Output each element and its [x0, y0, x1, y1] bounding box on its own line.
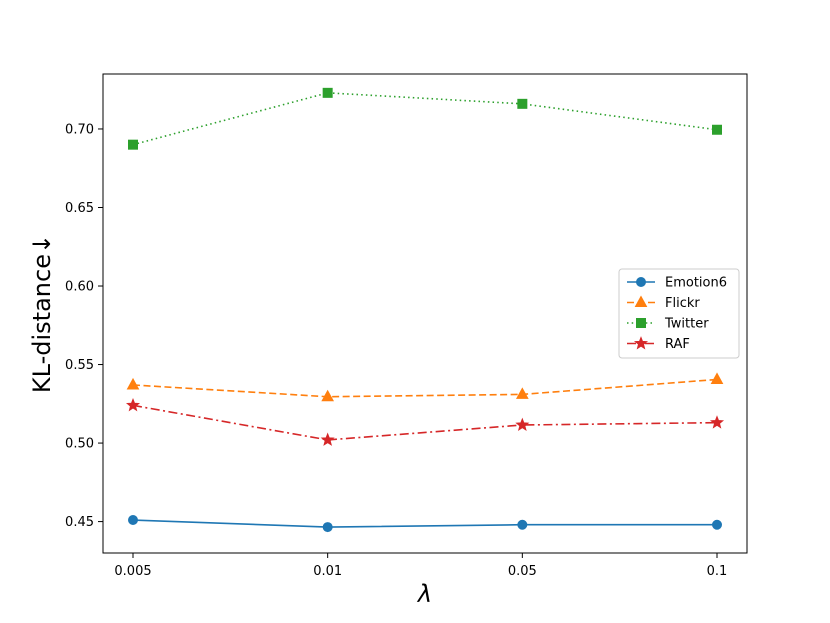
legend-label: RAF [665, 337, 690, 352]
data-point [712, 124, 722, 135]
data-point [710, 372, 724, 384]
x-tick-label: 0.1 [707, 564, 728, 579]
data-point [128, 139, 138, 150]
data-point [320, 432, 335, 446]
data-point [517, 98, 528, 109]
legend-label: Twitter [664, 317, 709, 332]
legend-label: Emotion6 [665, 276, 727, 291]
data-point [709, 415, 725, 429]
y-tick-label: 0.50 [65, 437, 94, 452]
legend-item: Flickr [627, 295, 700, 311]
series-twitter [128, 87, 722, 150]
x-tick-label: 0.005 [114, 564, 151, 579]
series-layer [125, 87, 725, 533]
plot-area [102, 73, 748, 554]
legend-marker [636, 277, 646, 287]
legend-marker [634, 295, 648, 307]
series-emotion6 [128, 515, 722, 533]
series-line [132, 378, 718, 398]
legend-label: Flickr [665, 296, 700, 311]
series-flickr [126, 372, 724, 402]
y-axis-label: KL-distance↓ [28, 234, 56, 393]
data-point [515, 387, 529, 399]
series-line [132, 404, 718, 441]
legend-item: Emotion6 [627, 276, 727, 291]
legend: Emotion6 Flickr Twitter RAF [618, 268, 740, 359]
data-point [126, 377, 140, 390]
y-tick-label: 0.70 [65, 122, 94, 137]
legend-box [618, 268, 740, 359]
data-point [712, 519, 722, 530]
x-axis-label: λ [416, 580, 432, 608]
legend-marker [636, 318, 646, 328]
data-point [128, 515, 138, 526]
series-line [132, 519, 717, 528]
y-tick-label: 0.55 [65, 358, 94, 373]
y-tick-label: 0.65 [65, 201, 94, 216]
y-tick-label: 0.45 [65, 515, 94, 530]
x-axis: 0.005 0.01 0.05 0.1 [114, 553, 727, 579]
data-point [517, 519, 528, 530]
legend-item: RAF [627, 336, 690, 352]
data-point [322, 87, 333, 98]
data-point [321, 389, 335, 402]
y-axis: 0.45 0.50 0.55 0.60 0.65 0.70 [65, 122, 103, 530]
y-tick-label: 0.60 [65, 280, 94, 295]
series-raf [125, 398, 725, 446]
data-point [125, 398, 141, 412]
series-line [132, 92, 718, 146]
legend-marker [633, 336, 649, 350]
legend-item: Twitter [627, 317, 709, 332]
data-point [515, 417, 530, 431]
x-tick-label: 0.01 [313, 564, 342, 579]
data-point [322, 522, 333, 533]
x-tick-label: 0.05 [508, 564, 537, 579]
